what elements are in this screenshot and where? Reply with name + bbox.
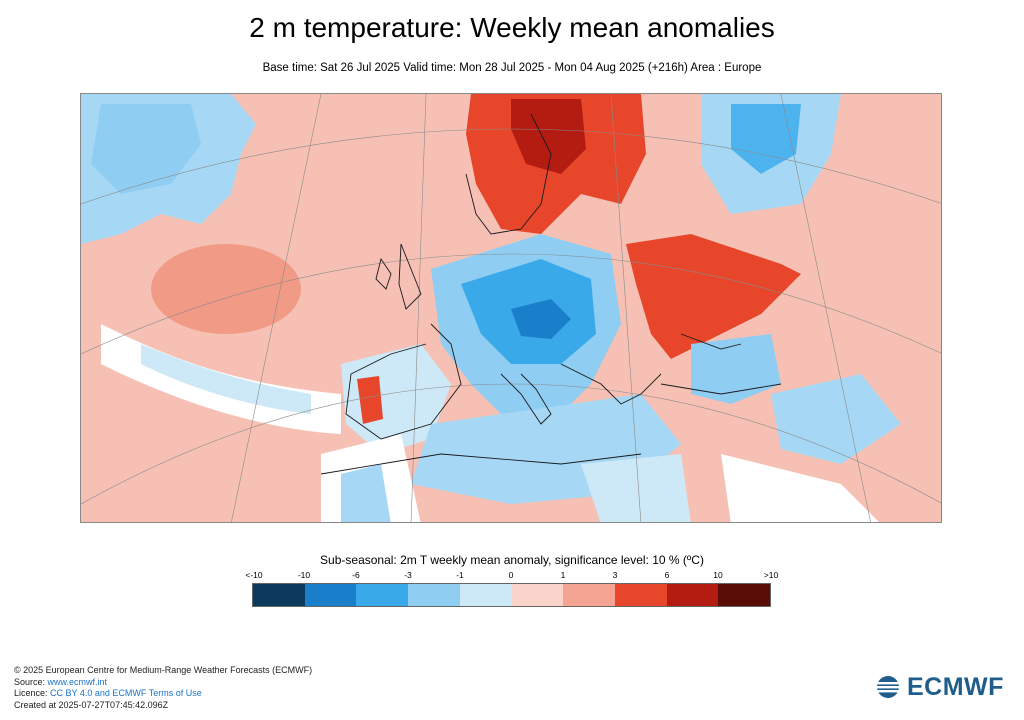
legend-swatch: [666, 584, 719, 606]
legend-title: Sub-seasonal: 2m T weekly mean anomaly, …: [320, 553, 704, 567]
source-line: Source: www.ecmwf.int: [14, 677, 312, 689]
legend-tick: <-10: [245, 570, 263, 580]
legend-tick: 0: [508, 570, 514, 580]
legend-tick: 1: [560, 570, 566, 580]
licence-link[interactable]: CC BY 4.0 and ECMWF Terms of Use: [50, 688, 202, 698]
legend-tick: 6: [664, 570, 670, 580]
legend-swatch: [563, 584, 615, 606]
footer: © 2025 European Centre for Medium-Range …: [14, 665, 312, 711]
map-canvas: [81, 94, 941, 522]
legend-swatch: [304, 584, 357, 606]
legend-tick: >10: [763, 570, 779, 580]
chart-title: 2 m temperature: Weekly mean anomalies: [249, 12, 775, 43]
legend-colorbar: [252, 583, 771, 607]
iberia-warm: [357, 376, 383, 424]
legend-swatch: [511, 584, 564, 606]
legend-tick: -6: [352, 570, 360, 580]
ukraine-russia-warm: [626, 234, 801, 359]
legend-tick: -10: [297, 570, 311, 580]
ecmwf-logo-text: ECMWF: [907, 672, 1004, 701]
legend-swatch: [408, 584, 460, 606]
legend-swatch: [356, 584, 409, 606]
legend-ticks: <-10 -10 -6 -3 -1 0 1 3 6 10 >10: [226, 570, 796, 582]
created-text: Created at 2025-07-27T07:45:42.096Z: [14, 699, 169, 710]
licence-line: Licence: CC BY 4.0 and ECMWF Terms of Us…: [14, 688, 312, 700]
source-label: Source:: [14, 676, 48, 687]
source-link[interactable]: www.ecmwf.int: [47, 676, 108, 687]
legend-swatch: [253, 584, 305, 606]
licence-label: Licence:: [14, 688, 51, 698]
chart-subtitle: Base time: Sat 26 Jul 2025 Valid time: M…: [262, 62, 762, 74]
ecmwf-logo: ECMWF: [873, 672, 1004, 701]
finland-core-warm: [511, 99, 586, 174]
legend-swatch: [614, 584, 667, 606]
copyright-text: © 2025 European Centre for Medium-Range …: [14, 665, 313, 675]
coastlines: [320, 113, 782, 475]
atlantic-warm-blob: [151, 244, 301, 334]
alps-cold: [511, 299, 571, 339]
legend-tick: 3: [612, 570, 618, 580]
ecmwf-logo-icon: [876, 676, 900, 698]
legend-tick: -3: [404, 570, 412, 580]
legend-swatch: [459, 584, 512, 606]
legend-tick: -1: [456, 570, 464, 580]
legend-tick: 10: [713, 570, 723, 580]
anomaly-map: [80, 93, 942, 523]
legend-swatch: [718, 584, 771, 606]
